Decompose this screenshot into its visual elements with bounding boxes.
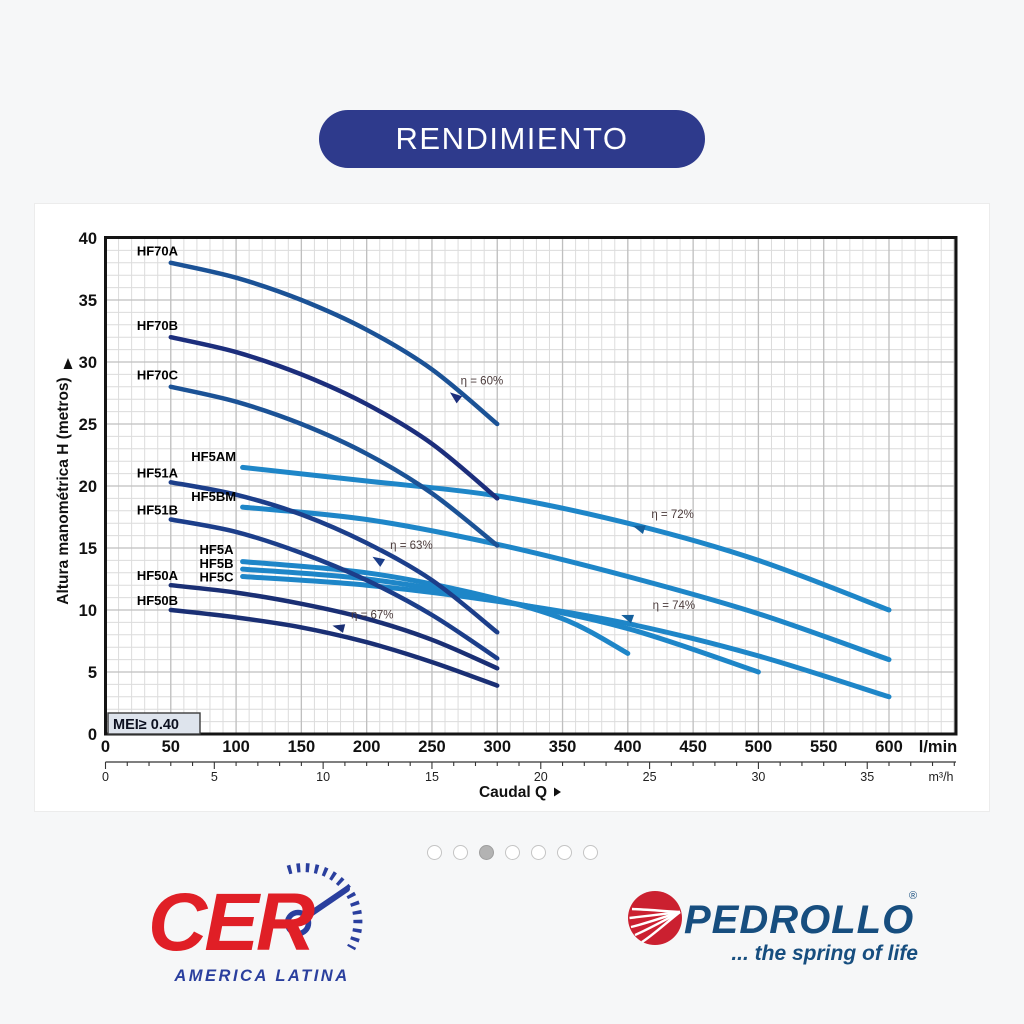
svg-text:HF5AM: HF5AM xyxy=(191,449,236,464)
svg-text:η = 72%: η = 72% xyxy=(651,509,694,521)
svg-text:η = 74%: η = 74% xyxy=(653,600,696,612)
svg-text:10: 10 xyxy=(316,770,330,784)
pedrollo-logo: PEDROLLO ® ... the spring of life xyxy=(628,890,918,965)
svg-text:HF70C: HF70C xyxy=(137,367,179,382)
svg-text:m³/h: m³/h xyxy=(929,770,954,784)
svg-text:5: 5 xyxy=(211,770,218,784)
svg-text:200: 200 xyxy=(353,738,381,756)
pedrollo-tagline: ... the spring of life xyxy=(731,942,918,965)
curve-HF51A xyxy=(168,480,500,635)
svg-text:450: 450 xyxy=(679,738,707,756)
svg-text:HF70B: HF70B xyxy=(137,318,178,333)
svg-text:5: 5 xyxy=(88,664,97,682)
plot-border xyxy=(104,236,958,736)
carousel-dot-7[interactable] xyxy=(582,845,598,860)
svg-text:Altura manométrica H (metros): Altura manométrica H (metros) xyxy=(55,377,72,604)
curve-HF5C xyxy=(240,574,892,700)
svg-text:40: 40 xyxy=(79,230,97,248)
svg-text:HF50B: HF50B xyxy=(137,593,178,608)
svg-text:HF50A: HF50A xyxy=(137,568,179,583)
svg-text:600: 600 xyxy=(875,738,903,756)
carousel-dot-4[interactable] xyxy=(504,845,520,860)
svg-text:Caudal Q: Caudal Q xyxy=(479,784,547,801)
efficiency-annotations: η = 60% η = 72% η = 63% η = 74% η = 67% xyxy=(332,375,696,633)
svg-text:35: 35 xyxy=(79,292,97,310)
svg-text:300: 300 xyxy=(483,738,511,756)
svg-text:15: 15 xyxy=(425,770,439,784)
svg-text:350: 350 xyxy=(549,738,577,756)
carousel-dot-2[interactable] xyxy=(452,845,468,860)
svg-text:0: 0 xyxy=(102,770,109,784)
svg-text:15: 15 xyxy=(79,540,97,558)
pedrollo-globe-icon xyxy=(628,891,682,945)
svg-text:η = 60%: η = 60% xyxy=(461,375,504,387)
x-axis-lmin-ticks: 0 50 100 150 200 250 300 350 400 450 500 550 600 l/mi… xyxy=(101,738,957,756)
svg-text:20: 20 xyxy=(79,478,97,496)
svg-text:250: 250 xyxy=(418,738,446,756)
svg-text:35: 35 xyxy=(860,770,874,784)
svg-text:η = 67%: η = 67% xyxy=(351,610,394,622)
svg-text:HF51A: HF51A xyxy=(137,465,179,480)
svg-text:HF51B: HF51B xyxy=(137,503,178,518)
pedrollo-logo-text: PEDROLLO xyxy=(684,898,914,942)
title-banner: RENDIMIENTO xyxy=(319,110,705,168)
svg-text:150: 150 xyxy=(288,738,316,756)
x-axis-m3h-ruler: 0 5 10 15 20 25 30 35 m³/h xyxy=(102,761,956,784)
performance-chart-panel: HF5AM HF5BM HF5A HF5B HF5C HF70A HF70B HF70C HF5… xyxy=(34,203,990,812)
svg-text:η = 63%: η = 63% xyxy=(390,540,433,552)
carousel-dot-5[interactable] xyxy=(530,845,546,860)
cer-logo: CER AMERICA LATINA xyxy=(150,863,363,985)
curve-HF5B xyxy=(240,566,761,675)
curve-HF70B xyxy=(168,334,500,501)
svg-text:HF5A: HF5A xyxy=(200,542,235,557)
svg-text:0: 0 xyxy=(101,738,110,756)
mei-badge: MEI≥ 0.40 xyxy=(107,712,201,735)
curve-HF50B xyxy=(168,607,500,688)
svg-text:HF5BM: HF5BM xyxy=(191,489,236,504)
pedrollo-registered-mark: ® xyxy=(909,890,917,902)
curve-HF51B xyxy=(168,517,500,661)
carousel-dot-6[interactable] xyxy=(556,845,572,860)
chart-grid xyxy=(104,237,956,735)
y-axis-ticks: 0 5 10 15 20 25 30 35 40 xyxy=(79,230,97,744)
svg-text:0: 0 xyxy=(88,726,97,744)
svg-text:50: 50 xyxy=(162,738,180,756)
y-axis-title: Altura manométrica H (metros) xyxy=(55,358,73,605)
curve-HF70A xyxy=(168,260,500,427)
cer-logo-text: CER xyxy=(150,877,315,968)
svg-text:HF5B: HF5B xyxy=(200,556,234,571)
title-banner-label: RENDIMIENTO xyxy=(395,121,629,156)
svg-text:400: 400 xyxy=(614,738,642,756)
carousel-dot-3[interactable] xyxy=(478,845,494,860)
curve-HF70C xyxy=(168,384,500,548)
x-axis-title: Caudal Q xyxy=(479,784,561,801)
pump-curves xyxy=(168,260,892,700)
svg-text:30: 30 xyxy=(751,770,765,784)
cer-gauge-icon xyxy=(284,863,363,951)
svg-text:MEI≥ 0.40: MEI≥ 0.40 xyxy=(113,717,179,733)
carousel-dots xyxy=(0,845,1024,860)
curve-HF50A xyxy=(168,582,500,671)
carousel-dot-1[interactable] xyxy=(426,845,442,860)
curve-HF5A xyxy=(240,559,631,656)
svg-text:10: 10 xyxy=(79,602,97,620)
svg-text:500: 500 xyxy=(745,738,773,756)
cer-logo-subtitle: AMERICA LATINA xyxy=(173,967,349,985)
svg-text:25: 25 xyxy=(79,416,97,434)
curve-HF5BM xyxy=(240,504,892,663)
curve-HF5AM xyxy=(240,464,892,613)
svg-text:20: 20 xyxy=(534,770,548,784)
svg-text:25: 25 xyxy=(643,770,657,784)
svg-text:30: 30 xyxy=(79,354,97,372)
svg-text:HF70A: HF70A xyxy=(137,243,179,258)
svg-text:l/min: l/min xyxy=(919,738,958,756)
svg-text:550: 550 xyxy=(810,738,838,756)
svg-text:100: 100 xyxy=(222,738,250,756)
svg-text:HF5C: HF5C xyxy=(200,569,235,584)
